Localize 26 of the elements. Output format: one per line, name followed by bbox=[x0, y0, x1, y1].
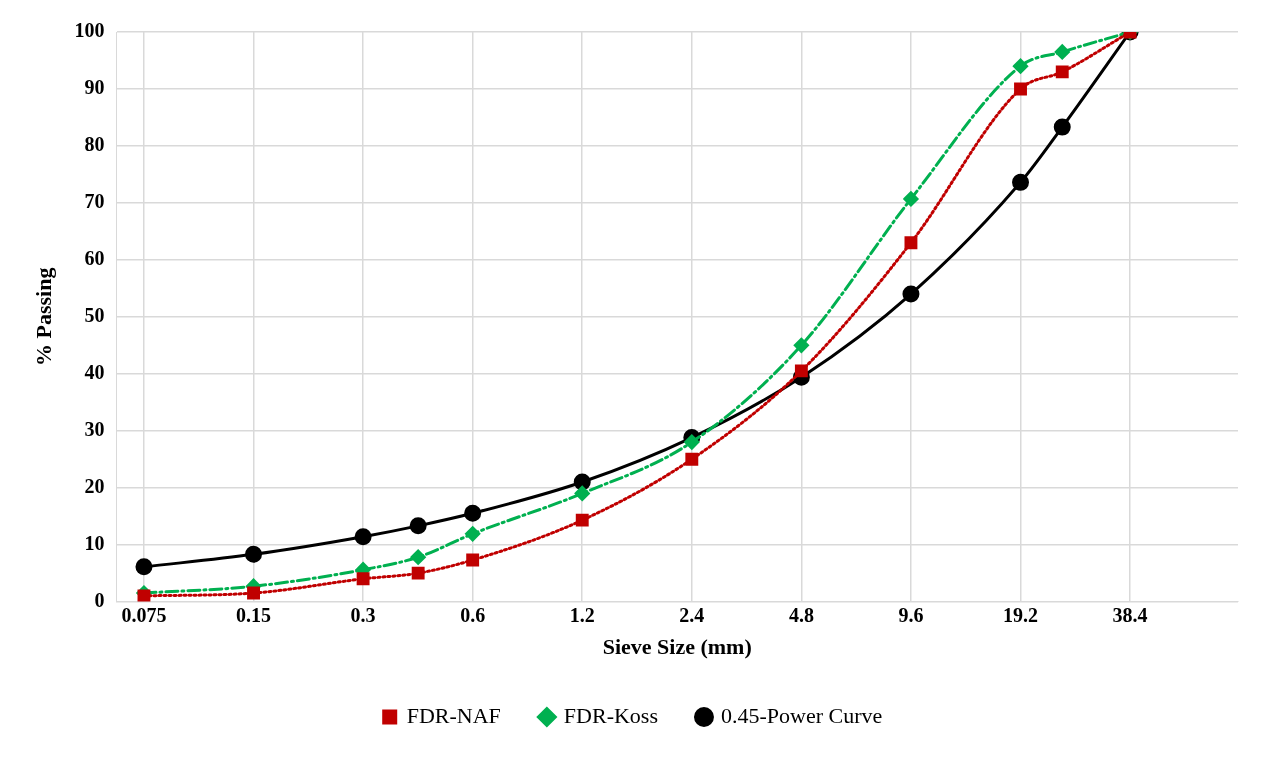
y-tick-label: 20 bbox=[84, 474, 105, 497]
y-tick-label: 50 bbox=[84, 303, 105, 326]
legend-label: 0.45-Power Curve bbox=[720, 702, 883, 728]
x-tick-label: 19.2 bbox=[1003, 603, 1039, 626]
x-tick-label: 9.6 bbox=[898, 603, 924, 626]
y-tick-label: 70 bbox=[84, 190, 105, 213]
y-tick-label: 60 bbox=[84, 247, 105, 270]
x-tick-label: 0.3 bbox=[350, 603, 376, 626]
y-tick-label: 10 bbox=[84, 531, 105, 554]
x-tick-label: 0.075 bbox=[121, 603, 167, 626]
x-tick-label: 0.15 bbox=[236, 603, 272, 626]
y-tick-label: 100 bbox=[74, 19, 105, 42]
y-tick-label: 90 bbox=[84, 76, 105, 99]
x-tick-label: 4.8 bbox=[788, 603, 814, 626]
y-tick-label: 80 bbox=[84, 133, 105, 156]
y-tick-label: 30 bbox=[84, 417, 105, 440]
legend-label: FDR-Koss bbox=[563, 702, 658, 728]
y-tick-label: 40 bbox=[84, 360, 105, 383]
x-tick-label: 1.2 bbox=[569, 603, 595, 626]
y-tick-label: 0 bbox=[94, 588, 105, 611]
x-tick-label: 2.4 bbox=[679, 603, 705, 626]
x-axis-title: Sieve Size (mm) bbox=[602, 634, 752, 660]
y-axis-title: % Passing bbox=[30, 267, 56, 367]
x-tick-label: 38.4 bbox=[1112, 603, 1148, 626]
legend-label: FDR-NAF bbox=[406, 702, 501, 728]
x-tick-label: 0.6 bbox=[460, 603, 486, 626]
